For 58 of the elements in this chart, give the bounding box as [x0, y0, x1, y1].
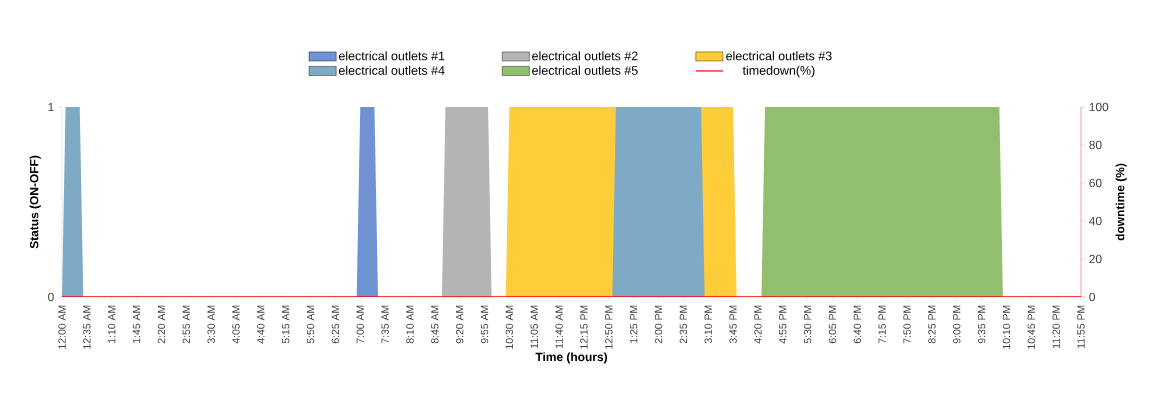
- y-tick-label: 1: [48, 102, 54, 112]
- x-tick-label: 11:20 PM: [1052, 305, 1060, 348]
- x-tick-label: 3:30 AM: [207, 305, 215, 344]
- x-tick-label: 4:05 AM: [232, 305, 240, 344]
- x-tick-label: 9:20 AM: [455, 305, 464, 344]
- y2-tick-label: 0: [1089, 292, 1095, 302]
- legend-label: electrical outlets #1: [338, 51, 445, 61]
- x-tick-label: 4:55 PM: [779, 305, 787, 344]
- x-tick-label: 10:10 PM: [1002, 305, 1011, 349]
- x-tick-label: 8:25 PM: [928, 305, 936, 344]
- x-tick-label: 11:55 PM: [1077, 305, 1085, 348]
- x-tick-label: 1:25 PM: [629, 305, 638, 343]
- y2-axis-title: downtime (%): [1115, 163, 1127, 241]
- x-tick-label: 7:15 PM: [878, 305, 886, 344]
- x-tick-label: 6:25 AM: [331, 305, 340, 344]
- x-tick-label: 9:55 AM: [480, 305, 489, 344]
- x-tick-label: 12:00 AM: [58, 305, 66, 349]
- x-tick-label: 5:30 PM: [803, 305, 812, 344]
- x-tick-label: 9:00 PM: [953, 305, 961, 344]
- x-tick-label: 7:00 AM: [356, 305, 364, 344]
- x-tick-label: 3:10 PM: [704, 305, 712, 344]
- x-tick-label: 7:50 PM: [903, 305, 911, 344]
- x-tick-label: 12:50 PM: [605, 305, 613, 349]
- legend-label: timedown(%): [742, 65, 815, 78]
- y2-tick-label: 80: [1089, 140, 1102, 150]
- y-axis-title: Status (ON-OFF): [29, 155, 41, 249]
- x-tick-label: 2:00 PM: [654, 305, 663, 344]
- x-tick-label: 2:35 PM: [679, 305, 688, 344]
- x-tick-label: 12:15 PM: [580, 305, 588, 349]
- x-tick-label: 8:10 AM: [406, 305, 414, 344]
- legend-label: electrical outlets #5: [532, 65, 638, 75]
- x-axis-title: Time (hours): [535, 352, 607, 364]
- x-tick-label: 4:20 PM: [754, 305, 762, 344]
- x-tick-label: 4:40 AM: [257, 305, 265, 344]
- x-tick-label: 6:40 PM: [853, 305, 862, 344]
- y2-tick-label: 40: [1089, 216, 1102, 226]
- y2-tick-label: 20: [1089, 254, 1102, 264]
- legend-label: electrical outlets #3: [726, 51, 832, 61]
- x-tick-label: 12:35 AM: [83, 305, 91, 349]
- y2-tick-label: 100: [1089, 102, 1109, 112]
- y2-tick-label: 60: [1089, 178, 1102, 188]
- x-tick-label: 11:40 AM: [555, 305, 563, 348]
- x-tick-label: 5:15 AM: [282, 305, 290, 344]
- x-tick-label: 8:45 AM: [431, 305, 439, 344]
- x-tick-label: 1:10 AM: [108, 305, 116, 343]
- legend-label: electrical outlets #4: [338, 65, 445, 75]
- x-tick-label: 10:30 AM: [505, 305, 514, 349]
- x-tick-label: 6:05 PM: [828, 305, 837, 344]
- x-tick-label: 2:55 AM: [182, 305, 190, 344]
- x-tick-label: 5:50 AM: [306, 305, 315, 344]
- legend-label: electrical outlets #2: [532, 51, 638, 61]
- x-tick-label: 2:20 AM: [157, 305, 166, 344]
- x-tick-label: 9:35 PM: [977, 305, 986, 344]
- x-tick-label: 11:05 AM: [530, 305, 538, 348]
- x-tick-label: 10:45 PM: [1027, 305, 1036, 349]
- x-tick-label: 1:45 AM: [132, 305, 141, 343]
- x-tick-label: 3:45 PM: [729, 305, 737, 344]
- x-tick-label: 7:35 AM: [381, 305, 389, 344]
